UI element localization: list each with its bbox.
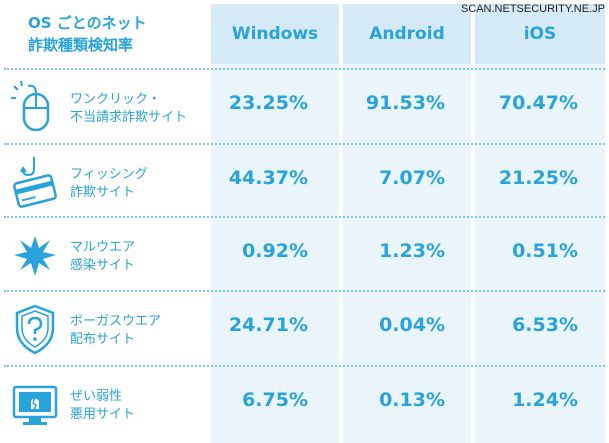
malware-splat-icon [10, 228, 60, 282]
row-label: ボーガスウエア 配布サイト [70, 314, 162, 347]
question-shield-icon [10, 302, 60, 356]
row-label: ぜい弱性 悪用サイト [70, 389, 136, 422]
windows-column-bg [211, 4, 339, 443]
divider [4, 365, 605, 367]
value-ios: 0.51% [512, 240, 578, 262]
value-android: 0.04% [379, 314, 445, 336]
divider [4, 68, 605, 70]
table-row: フィッシング 詐欺サイト 44.37% 7.07% 21.25% [0, 145, 609, 219]
divider [4, 216, 605, 218]
value-ios: 6.53% [512, 314, 578, 336]
table-row: ワンクリック・ 不当請求詐欺サイト 23.25% 91.53% 70.47% [0, 70, 609, 144]
watermark: SCAN.NETSECURITY.NE.JP [460, 3, 605, 15]
ios-column-bg [475, 4, 605, 443]
credit-card-hook-icon [10, 155, 60, 209]
column-header-ios: iOS [523, 24, 557, 44]
title-line-2: 詐欺種類検知率 [28, 36, 134, 54]
vulnerable-monitor-icon [10, 377, 60, 431]
table-row: ボーガスウエア 配布サイト 24.71% 0.04% 6.53% [0, 292, 609, 366]
value-android: 7.07% [379, 167, 445, 189]
windows-header-bg [211, 4, 339, 64]
row-label: フィッシング 詐欺サイト [70, 167, 148, 200]
value-ios: 1.24% [512, 389, 578, 411]
mouse-click-icon [10, 80, 60, 134]
value-windows: 24.71% [228, 314, 308, 336]
column-header-windows: Windows [231, 24, 319, 44]
value-windows: 44.37% [228, 167, 308, 189]
value-windows: 23.25% [228, 92, 308, 114]
value-windows: 0.92% [242, 240, 308, 262]
value-windows: 6.75% [242, 389, 308, 411]
value-android: 91.53% [365, 92, 445, 114]
value-android: 1.23% [379, 240, 445, 262]
row-label: ワンクリック・ 不当請求詐欺サイト [70, 92, 188, 125]
row-label: マルウエア 感染サイト [70, 240, 136, 273]
android-header-bg [343, 4, 471, 64]
value-android: 0.13% [379, 389, 445, 411]
divider [4, 143, 605, 145]
ios-header-bg [475, 4, 605, 64]
table-row: ぜい弱性 悪用サイト 6.75% 0.13% 1.24% [0, 367, 609, 441]
android-column-bg [343, 4, 471, 443]
divider [4, 290, 605, 292]
value-ios: 70.47% [498, 92, 578, 114]
table-row: マルウエア 感染サイト 0.92% 1.23% 0.51% [0, 218, 609, 292]
table-title: OS ごとのネット 詐欺種類検知率 [28, 12, 147, 56]
title-line-1: OS ごとのネット [28, 14, 147, 32]
column-header-android: Android [369, 24, 445, 44]
value-ios: 21.25% [498, 167, 578, 189]
